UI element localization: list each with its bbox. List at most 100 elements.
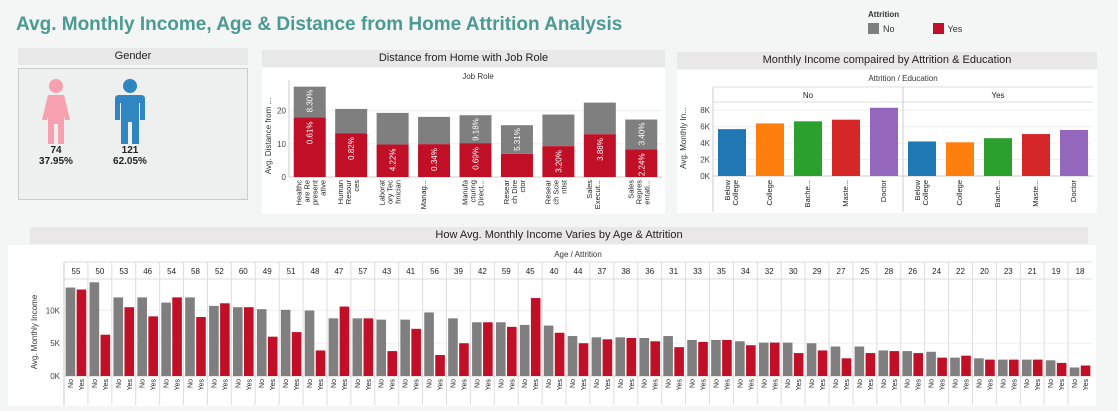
distance-label-no: 5.31% — [513, 128, 522, 151]
age-bar-yes — [674, 347, 684, 376]
male-icon — [115, 79, 145, 144]
age-x-tick: No — [618, 379, 625, 388]
education-y-tick: 2K — [700, 156, 710, 165]
age-x-tick: No — [594, 379, 601, 388]
age-group-label: 28 — [884, 267, 893, 276]
age-x-tick: Yes — [79, 379, 86, 391]
age-bar-yes — [769, 342, 780, 376]
age-bar-no — [902, 351, 912, 376]
age-x-tick: No — [546, 379, 553, 388]
age-group-label: 26 — [908, 267, 917, 276]
age-bar-no — [974, 358, 984, 376]
distance-x-tick: Healthcare Representative — [295, 179, 328, 205]
age-bar-yes — [793, 353, 804, 376]
age-bar-no — [424, 312, 434, 376]
education-bar — [832, 119, 860, 176]
age-bar-yes — [124, 307, 135, 376]
age-x-tick: No — [450, 379, 457, 388]
gender-header: Gender — [18, 48, 248, 65]
education-bar — [1022, 134, 1050, 176]
age-group-label: 32 — [765, 267, 774, 276]
age-x-tick: Yes — [1059, 379, 1066, 391]
education-y-tick: 0K — [700, 172, 710, 181]
age-x-tick: Yes — [653, 379, 660, 391]
education-chart-subtitle: Attrition / Education — [868, 74, 937, 83]
education-x-tick: BelowCollege — [913, 179, 930, 205]
age-x-tick: Yes — [557, 379, 564, 391]
education-bar — [946, 142, 974, 176]
age-x-tick: No — [929, 379, 936, 388]
age-bar-yes — [459, 343, 469, 376]
age-group-label: 53 — [119, 267, 128, 276]
age-group-label: 47 — [334, 267, 343, 276]
age-x-tick: No — [68, 379, 75, 388]
age-bar-yes — [506, 326, 517, 376]
age-group-label: 40 — [550, 267, 559, 276]
education-group-label: Yes — [991, 91, 1004, 100]
distance-label-yes: 0.82% — [347, 137, 356, 160]
distance-y-label: Avg. Distance from ... — [264, 98, 273, 174]
distance-x-tick: HumanResources — [336, 180, 361, 205]
age-x-tick: Yes — [916, 379, 923, 391]
age-x-tick: No — [355, 379, 362, 388]
age-group-label: 43 — [382, 267, 391, 276]
age-group-label: 36 — [645, 267, 654, 276]
age-bar-no — [1045, 360, 1056, 376]
age-group-label: 33 — [693, 267, 702, 276]
age-bar-no — [806, 343, 817, 376]
age-x-tick: Yes — [892, 379, 899, 391]
age-x-tick: No — [1024, 379, 1031, 388]
age-x-tick: No — [187, 379, 194, 388]
age-x-tick: Yes — [868, 379, 875, 391]
attrition-legend[interactable]: Attrition No Yes — [868, 10, 962, 34]
age-x-tick: No — [737, 379, 744, 388]
male-count: 121 — [121, 145, 139, 156]
age-bar-no — [328, 318, 339, 376]
age-x-tick: No — [211, 379, 218, 388]
age-x-tick: No — [522, 379, 529, 388]
age-x-tick: No — [1072, 379, 1079, 388]
education-group-label: No — [803, 91, 814, 100]
age-group-label: 57 — [358, 267, 367, 276]
age-x-tick: Yes — [461, 379, 468, 391]
age-bar-no — [567, 336, 578, 376]
age-group-label: 19 — [1052, 267, 1061, 276]
age-bar-yes — [530, 298, 541, 376]
age-x-tick: No — [116, 379, 123, 388]
age-x-tick: Yes — [127, 379, 134, 391]
age-bar-no — [256, 309, 267, 376]
distance-chart-header: Distance from Home with Job Role — [262, 50, 665, 67]
age-x-tick: Yes — [820, 379, 827, 391]
age-x-tick: Yes — [222, 379, 229, 391]
age-x-tick: Yes — [987, 379, 994, 391]
age-bar-yes — [913, 353, 923, 376]
distance-label-no: 8.30% — [306, 90, 315, 113]
distance-x-tick: Laboratory Technician — [378, 179, 403, 205]
distance-label-yes: 2.24% — [637, 153, 646, 176]
age-x-tick: No — [474, 379, 481, 388]
age-bar-no — [113, 297, 124, 376]
age-x-tick: Yes — [748, 379, 755, 391]
age-bar-no — [519, 324, 530, 376]
distance-y-tick: 20 — [277, 107, 286, 116]
age-group-label: 22 — [956, 267, 965, 276]
age-x-tick: No — [881, 379, 888, 388]
age-bar-yes — [698, 341, 708, 376]
age-x-tick: Yes — [796, 379, 803, 391]
education-bar — [1060, 129, 1088, 176]
age-bar-yes — [435, 355, 445, 376]
distance-label-yes: 0.69% — [472, 147, 481, 170]
income-education-chart: Attrition / Education Avg. Monthly In... 0… — [677, 70, 1097, 213]
education-x-tick: College — [955, 180, 964, 205]
age-x-tick: Yes — [533, 379, 540, 391]
age-group-label: 31 — [669, 267, 678, 276]
distance-chart-subtitle: Job Role — [462, 72, 494, 81]
age-x-tick: No — [235, 379, 242, 388]
age-bar-yes — [578, 343, 589, 376]
age-bar-yes — [244, 307, 254, 376]
age-chart-subtitle: Age / Attrition — [554, 250, 602, 259]
age-x-tick: No — [427, 379, 434, 388]
distance-bar-no — [625, 119, 658, 150]
age-bar-yes — [148, 316, 158, 376]
age-bar-yes — [339, 306, 350, 376]
